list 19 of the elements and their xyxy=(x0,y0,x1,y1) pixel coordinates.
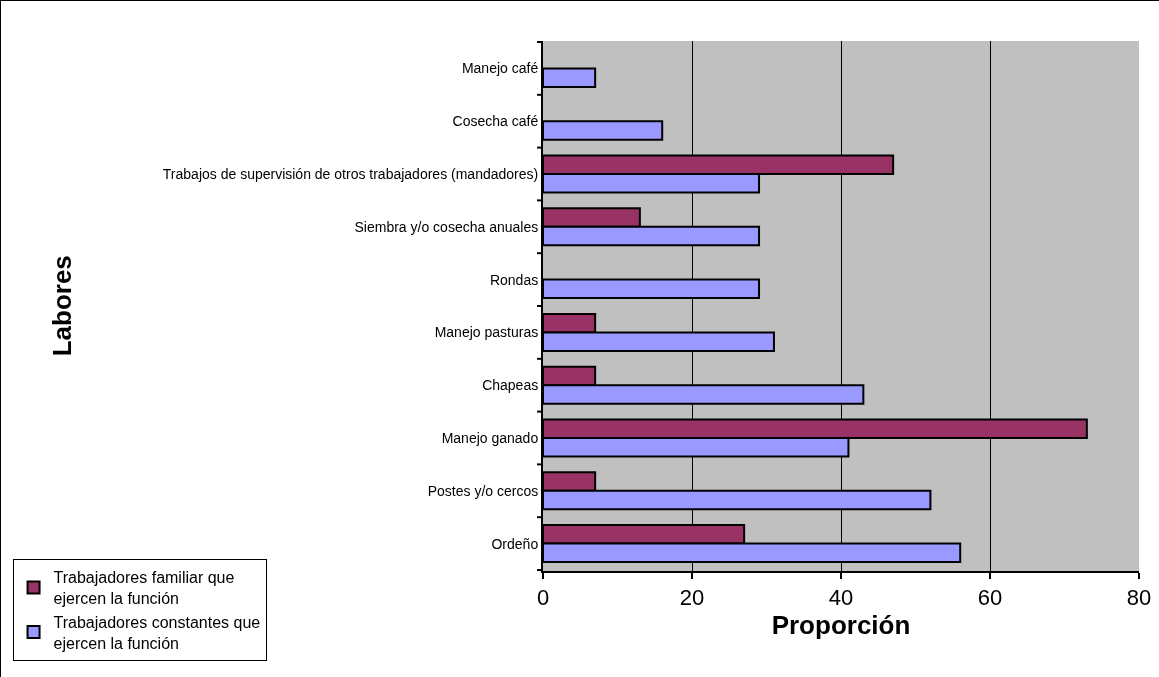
y-tick-label: Manejo pasturas xyxy=(434,324,539,341)
y-tick-label: Siembra y/o cosecha anuales xyxy=(354,218,539,235)
y-tick-label: Trabajos de supervisión de otros trabajadores (mandadores) xyxy=(162,165,539,182)
x-tick-label: 0 xyxy=(536,585,550,611)
y-tick-label: Cosecha café xyxy=(452,113,539,130)
legend-label: Trabajadores familiar que ejercen la función xyxy=(53,569,235,608)
legend-label: Trabajadores constantes que ejercen la función xyxy=(53,613,261,652)
y-tick-label: Ordeño xyxy=(491,535,539,552)
y-tick-label: Postes y/o cercos xyxy=(427,482,539,499)
y-tick-label: Manejo café xyxy=(461,60,539,77)
x-tick-label: 20 xyxy=(679,585,705,611)
x-axis-title: Proporción xyxy=(771,610,911,641)
x-tick-label: 80 xyxy=(1126,585,1152,611)
y-tick-label: Chapeas xyxy=(482,377,539,394)
y-tick-label: Rondas xyxy=(489,271,539,288)
y-axis-title: Labores xyxy=(47,255,78,357)
y-tick-label: Manejo ganado xyxy=(441,429,539,446)
x-tick-label: 40 xyxy=(828,585,854,611)
x-tick-label: 60 xyxy=(977,585,1003,611)
